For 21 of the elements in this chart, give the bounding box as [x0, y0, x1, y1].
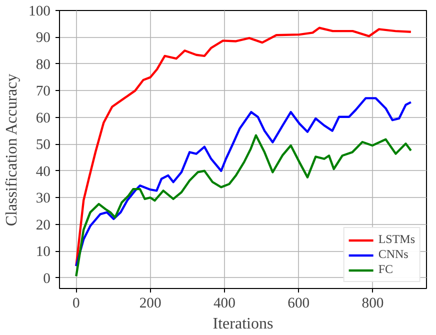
y-tick-label: 100 — [28, 4, 50, 20]
y-tick-label: 30 — [36, 190, 50, 207]
x-axis-title: Iterations — [212, 316, 274, 332]
y-tick-label: 80 — [36, 56, 50, 73]
y-tick-label: 40 — [36, 164, 50, 180]
x-tick-label: 600 — [288, 296, 310, 312]
y-tick-label: 90 — [36, 30, 50, 46]
y-tick-label: 20 — [36, 217, 50, 234]
y-tick-label: 50 — [36, 137, 50, 154]
x-tick-label: 400 — [213, 296, 236, 312]
y-tick-label: 60 — [36, 110, 50, 126]
x-tick-label: 200 — [139, 296, 162, 312]
y-tick-label: 70 — [36, 84, 50, 100]
y-tick-label: 10 — [36, 244, 50, 260]
y-tick-label: 0 — [43, 270, 50, 287]
x-tick-label: 800 — [362, 296, 384, 312]
legend-label: LSTMs — [378, 232, 415, 247]
x-tick-label: 0 — [72, 296, 80, 312]
legend-label: CNNs — [378, 247, 408, 262]
y-axis-title: Classification Accuracy — [4, 74, 21, 226]
legend-label: FC — [378, 262, 394, 277]
